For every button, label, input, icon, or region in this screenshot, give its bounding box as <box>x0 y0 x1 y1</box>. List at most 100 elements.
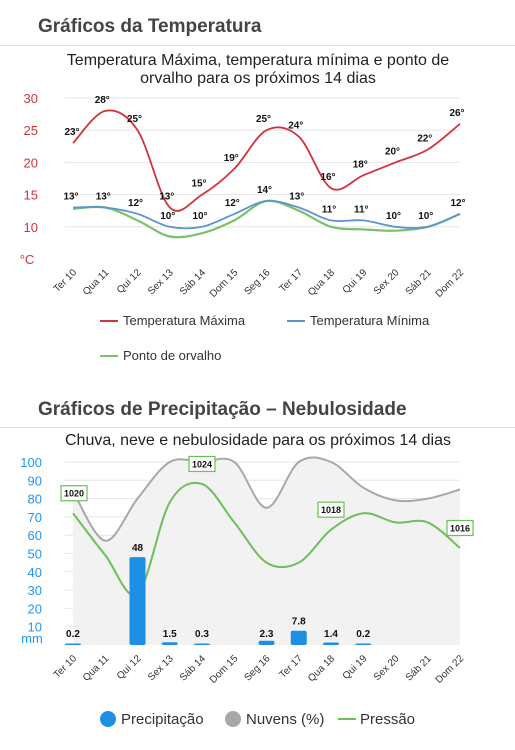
precip-y-tick: 100 <box>20 455 42 470</box>
temperature-y-tick: 15 <box>24 188 38 203</box>
precip-chart-title: Chuva, neve e nebulosidade para os próxi… <box>65 432 451 449</box>
precipitation-bar <box>323 642 339 645</box>
min-temperature-label: 11° <box>354 204 369 215</box>
precip-y-tick: 20 <box>28 601 42 616</box>
max-temperature-label: 26° <box>449 108 464 119</box>
max-temperature-label: 28° <box>95 95 110 106</box>
max-temperature-label: 13° <box>159 191 174 202</box>
max-temperature-label: 19° <box>224 153 239 164</box>
temperature-x-tick: Qua 18 <box>306 267 337 298</box>
temperature-x-tick: Dom 22 <box>434 267 467 300</box>
precip-y-tick: 80 <box>28 492 42 507</box>
temperature-section-divider <box>0 45 515 46</box>
legend-precipitation-label: Precipitação <box>121 711 204 728</box>
temperature-y-unit: °C <box>20 252 35 267</box>
precip-x-tick: Sáb 21 <box>404 653 434 683</box>
precipitation-label: 48 <box>132 543 144 554</box>
precipitation-bar <box>258 640 275 645</box>
precip-y-tick: 70 <box>28 510 42 525</box>
precip-y-tick: 10 <box>28 620 42 635</box>
temperature-x-tick: Qui 19 <box>341 267 370 296</box>
min-temperature-label: 10° <box>418 211 433 222</box>
precipitation-label: 0.3 <box>195 629 209 640</box>
max-temperature-label: 18° <box>353 159 368 170</box>
max-temperature-label: 24° <box>288 121 303 132</box>
temperature-x-tick: Sáb 21 <box>404 267 434 297</box>
legend-clouds-swatch <box>225 711 241 727</box>
temperature-y-tick: 20 <box>24 155 38 170</box>
temperature-x-tick: Sáb 14 <box>178 267 208 297</box>
precip-x-tick: Sáb 14 <box>178 653 208 683</box>
precip-x-tick: Qua 18 <box>306 653 337 684</box>
min-temperature-line <box>72 199 461 230</box>
precip-x-tick: Ter 10 <box>52 653 80 681</box>
precipitation-bar <box>65 643 81 645</box>
legend-pressure-label: Pressão <box>360 711 415 728</box>
pressure-label-box <box>317 501 345 518</box>
precip-x-tick: Dom 22 <box>434 653 467 686</box>
pressure-label: 1016 <box>450 524 470 534</box>
max-temperature-label: 22° <box>417 134 432 145</box>
max-temperature-label: 25° <box>256 114 271 125</box>
min-temperature-label: 13° <box>63 191 78 202</box>
max-temperature-label: 16° <box>320 172 335 183</box>
precip-y-tick: 40 <box>28 565 42 580</box>
precip-x-tick: Ter 17 <box>277 653 305 681</box>
temperature-x-tick: Qua 11 <box>81 267 112 298</box>
temperature-section-title: Gráficos da Temperatura <box>38 16 262 37</box>
min-temperature-label: 10° <box>160 211 175 222</box>
precip-x-tick: Seg 16 <box>242 653 272 683</box>
temperature-x-tick: Seg 16 <box>242 267 272 297</box>
max-temperature-label: 15° <box>191 179 206 190</box>
precipitation-label: 7.8 <box>292 617 306 628</box>
precipitation-bar <box>161 642 178 645</box>
temperature-chart: Temperatura Máxima, temperatura mínima e… <box>20 52 467 363</box>
clouds-line <box>72 456 461 542</box>
max-temperature-line <box>72 109 461 212</box>
temperature-chart-title-line-2: orvalho para os próximos 14 dias <box>140 70 376 87</box>
precip-x-tick: Dom 15 <box>208 653 241 686</box>
precipitation-chart: Chuva, neve e nebulosidade para os próxi… <box>20 432 474 728</box>
precipitation-bar <box>290 630 307 645</box>
precip-x-tick: Qui 19 <box>341 653 370 682</box>
precip-x-tick: Qua 11 <box>81 653 112 684</box>
precip-y-tick: 50 <box>28 547 42 562</box>
pressure-label-box <box>60 485 88 502</box>
precip-y-tick: 60 <box>28 528 42 543</box>
min-temperature-label: 13° <box>96 191 111 202</box>
min-temperature-label: 14° <box>257 185 272 196</box>
pressure-label-box <box>446 519 474 537</box>
pressure-label: 1018 <box>321 505 341 515</box>
precipitation-label: 0.2 <box>356 629 370 640</box>
precipitation-bar <box>129 557 146 645</box>
min-temperature-label: 10° <box>192 211 207 222</box>
min-temperature-label: 11° <box>322 204 337 215</box>
max-temperature-label: 23° <box>64 127 79 138</box>
min-temperature-label: 10° <box>386 211 401 222</box>
legend-dew-point-label: Ponto de orvalho <box>123 348 221 363</box>
legend-clouds-label: Nuvens (%) <box>246 711 324 728</box>
temperature-x-tick: Qui 12 <box>115 267 144 296</box>
precip-x-tick: Sex 13 <box>146 653 176 683</box>
max-temperature-label: 25° <box>127 114 142 125</box>
precipitation-label: 2.3 <box>260 629 274 640</box>
temperature-y-tick: 10 <box>24 220 38 235</box>
min-temperature-label: 12° <box>450 198 465 209</box>
precipitation-bar <box>355 643 372 645</box>
precip-section-title: Gráficos de Precipitação – Nebulosidade <box>38 399 407 420</box>
min-temperature-label: 12° <box>128 198 143 209</box>
min-temperature-label: 12° <box>225 198 240 209</box>
temperature-y-tick: 25 <box>24 123 38 138</box>
temperature-y-tick: 30 <box>24 91 38 106</box>
precipitation-bar <box>194 643 210 645</box>
pressure-label: 1024 <box>192 459 212 469</box>
temperature-x-tick: Ter 10 <box>52 267 80 295</box>
legend-precipitation-swatch <box>100 711 116 727</box>
precipitation-label: 0.2 <box>66 629 80 640</box>
precip-x-tick: Sex 20 <box>372 653 402 683</box>
temperature-x-tick: Dom 15 <box>208 267 241 300</box>
legend-max-temperature-label: Temperatura Máxima <box>123 313 246 328</box>
temperature-chart-title-line-1: Temperatura Máxima, temperatura mínima e… <box>67 52 450 69</box>
pressure-label: 1020 <box>64 489 84 499</box>
precip-section-divider <box>0 427 515 428</box>
